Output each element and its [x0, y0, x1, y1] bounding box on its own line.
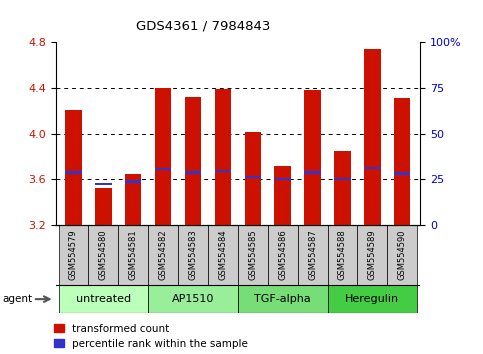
Legend: transformed count, percentile rank within the sample: transformed count, percentile rank withi… [54, 324, 248, 349]
Bar [304, 90, 321, 225]
Bar [394, 172, 411, 175]
Text: GSM554586: GSM554586 [278, 229, 287, 280]
Bar [274, 166, 291, 225]
Text: untreated: untreated [76, 294, 131, 304]
Text: GDS4361 / 7984843: GDS4361 / 7984843 [136, 19, 270, 33]
Bar [387, 225, 417, 285]
Bar [125, 180, 142, 183]
Bar [185, 97, 201, 225]
Bar [334, 151, 351, 225]
Bar [148, 285, 238, 313]
Text: TGF-alpha: TGF-alpha [255, 294, 311, 304]
Text: GSM554587: GSM554587 [308, 229, 317, 280]
Bar [327, 225, 357, 285]
Bar [364, 167, 381, 169]
Bar [65, 171, 82, 173]
Bar [155, 168, 171, 170]
Bar [357, 225, 387, 285]
Text: GSM554588: GSM554588 [338, 229, 347, 280]
Text: GSM554582: GSM554582 [158, 229, 168, 280]
Bar [334, 178, 351, 181]
Bar [304, 171, 321, 173]
Text: GSM554589: GSM554589 [368, 229, 377, 280]
Bar [185, 171, 201, 173]
Bar [244, 176, 261, 178]
Bar [238, 285, 327, 313]
Bar [95, 183, 112, 185]
Bar [58, 285, 148, 313]
Bar [148, 225, 178, 285]
Bar [274, 178, 291, 181]
Bar [118, 225, 148, 285]
Text: GSM554580: GSM554580 [99, 229, 108, 280]
Bar [244, 132, 261, 225]
Bar [327, 285, 417, 313]
Text: GSM554581: GSM554581 [129, 229, 138, 280]
Bar [125, 173, 142, 225]
Text: agent: agent [2, 294, 32, 304]
Bar [95, 188, 112, 225]
Bar [298, 225, 327, 285]
Bar [215, 170, 231, 172]
Text: GSM554583: GSM554583 [188, 229, 198, 280]
Text: GSM554579: GSM554579 [69, 229, 78, 280]
Bar [268, 225, 298, 285]
Bar [394, 98, 411, 225]
Text: AP1510: AP1510 [172, 294, 214, 304]
Bar [65, 110, 82, 225]
Bar [215, 89, 231, 225]
Bar [364, 49, 381, 225]
Text: Heregulin: Heregulin [345, 294, 399, 304]
Bar [208, 225, 238, 285]
Text: GSM554584: GSM554584 [218, 229, 227, 280]
Text: GSM554585: GSM554585 [248, 229, 257, 280]
Bar [88, 225, 118, 285]
Text: GSM554590: GSM554590 [398, 230, 407, 280]
Bar [58, 225, 88, 285]
Bar [178, 225, 208, 285]
Bar [238, 225, 268, 285]
Bar [155, 88, 171, 225]
